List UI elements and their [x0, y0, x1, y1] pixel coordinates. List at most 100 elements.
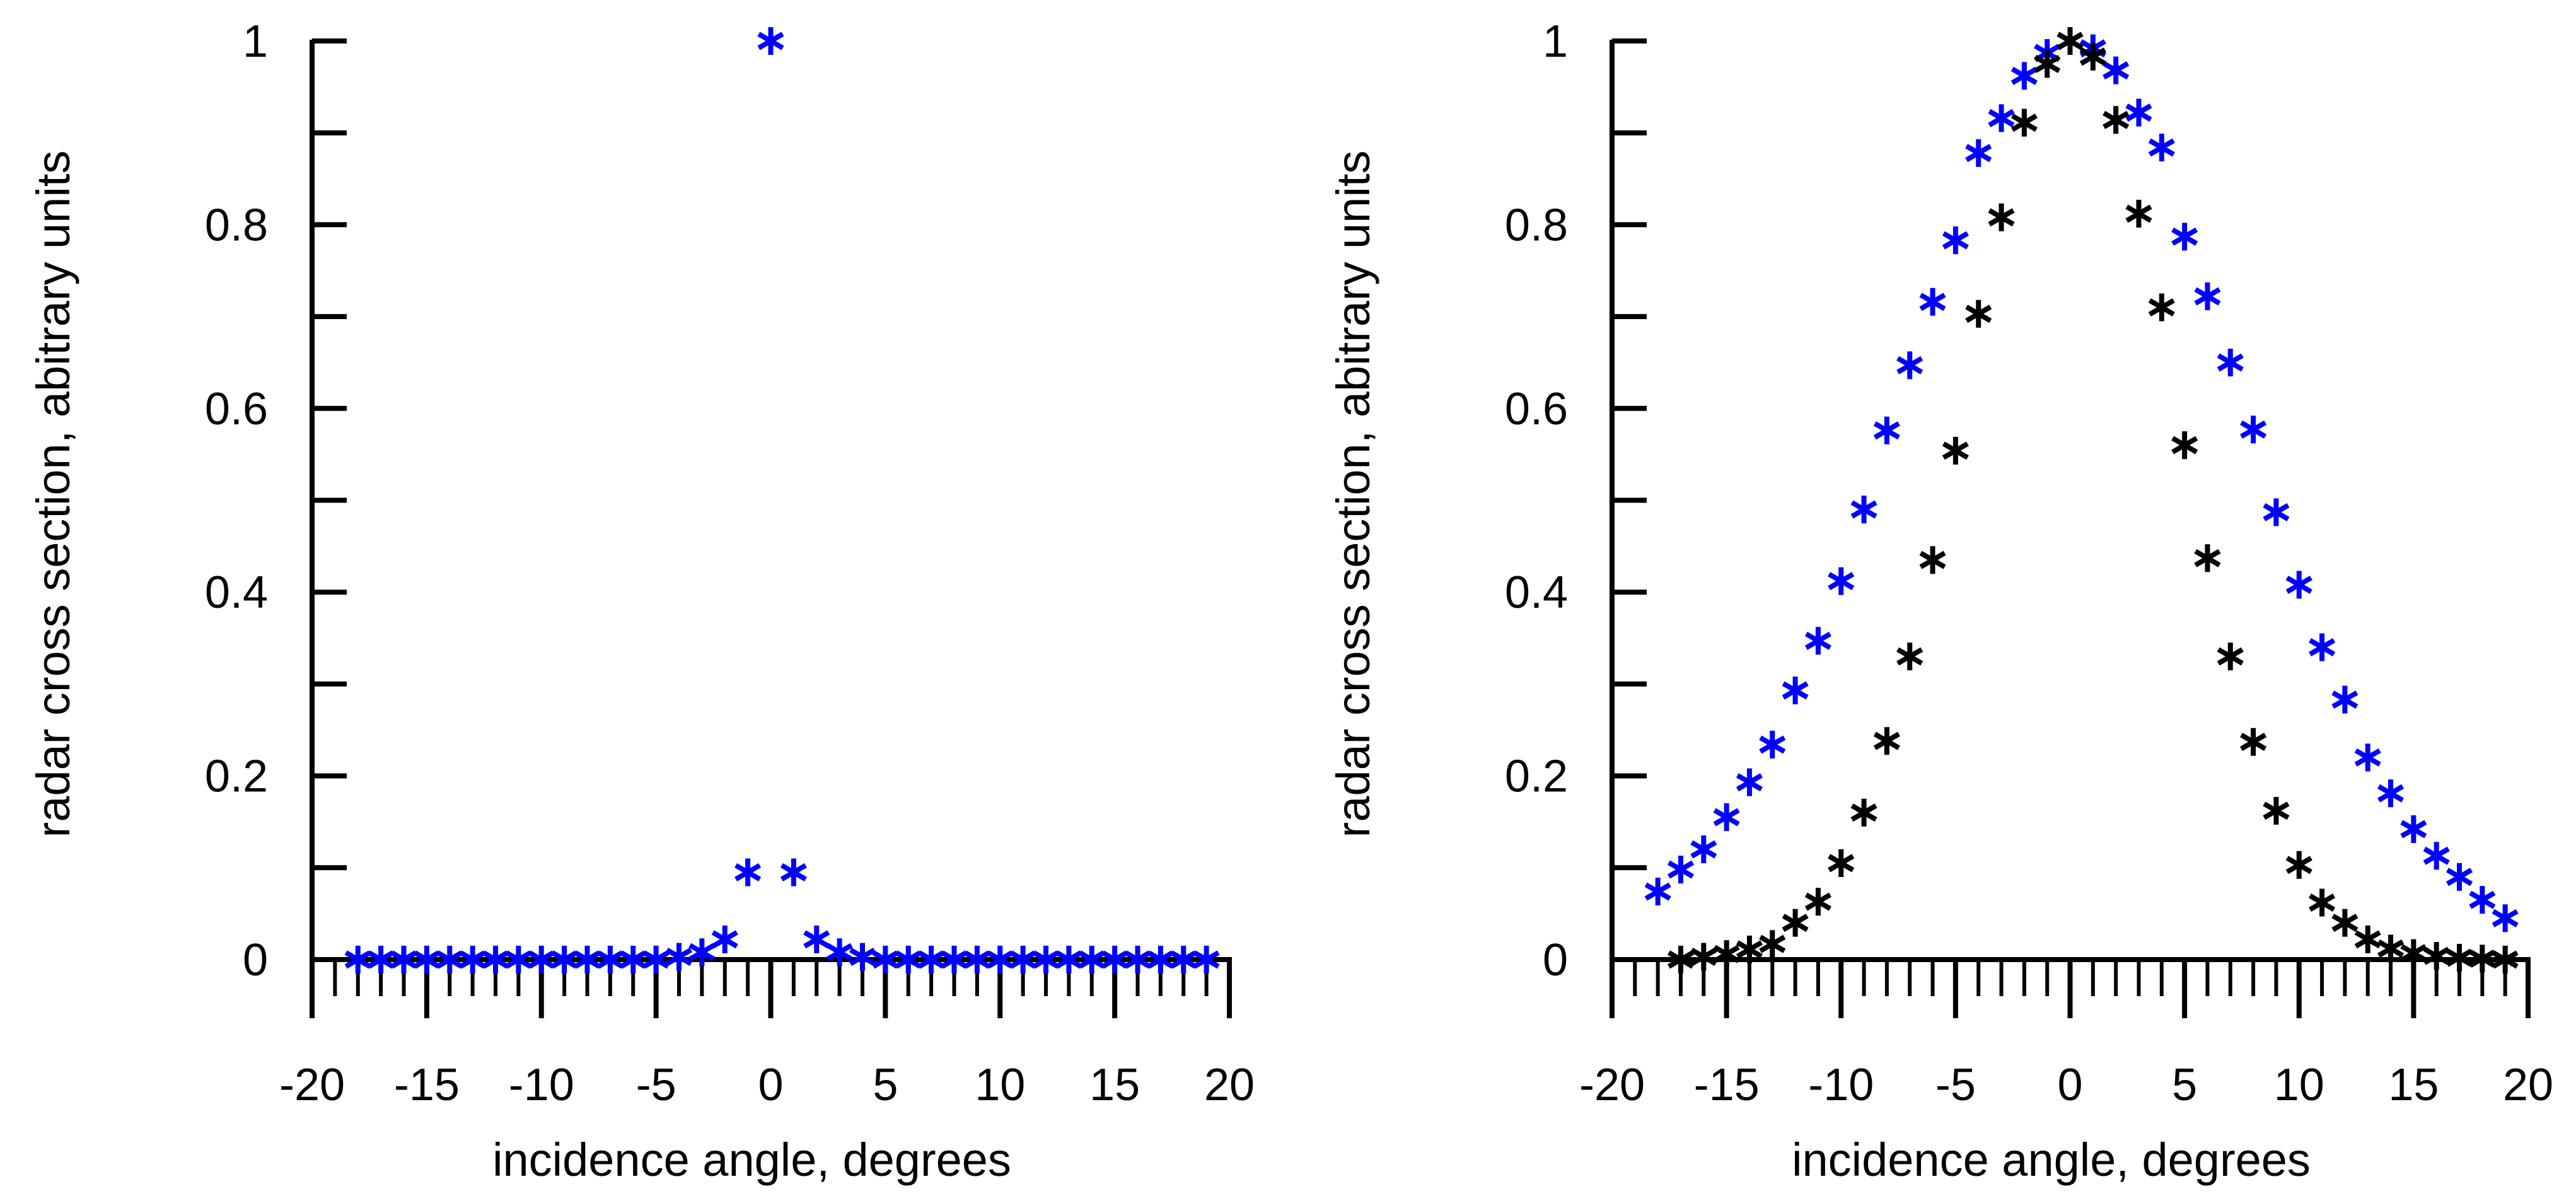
series-blue [1644, 27, 2519, 932]
data-point [2057, 27, 2084, 55]
data-point [2171, 223, 2198, 251]
x-axis-title: incidence angle, degrees [492, 1134, 1011, 1186]
data-point [2309, 633, 2336, 661]
y-tick-label: 0.2 [1505, 752, 1568, 802]
data-point [551, 946, 578, 973]
data-point [1919, 287, 1946, 316]
data-point [1124, 946, 1151, 973]
data-point [1988, 104, 2015, 132]
x-tick-label: -15 [1694, 1060, 1760, 1110]
y-tick-label: 0.8 [205, 200, 268, 250]
x-tick-label: 15 [1089, 1060, 1140, 1110]
data-point [482, 946, 509, 973]
data-point [1667, 856, 1695, 884]
x-tick-label: -20 [279, 1060, 345, 1110]
data-point [596, 946, 624, 973]
data-point [1690, 835, 1717, 864]
data-point [2331, 909, 2358, 937]
y-axis-title: radar cross section, abitrary units [1327, 151, 1379, 838]
data-point [1759, 731, 1786, 759]
y-tick-label: 0.8 [1505, 200, 1568, 250]
data-point [2445, 862, 2473, 891]
data-point [2103, 56, 2130, 84]
data-point [1009, 946, 1036, 973]
x-tick-label: -10 [509, 1060, 574, 1110]
data-point [2034, 50, 2061, 78]
data-point [2125, 98, 2152, 127]
data-point [688, 938, 716, 967]
data-point [2103, 106, 2130, 134]
x-tick-label: 15 [2388, 1060, 2439, 1110]
data-point [1690, 943, 1717, 971]
data-point [1988, 203, 2015, 231]
data-point [1965, 139, 1992, 167]
data-point [757, 27, 784, 55]
data-point [918, 946, 945, 973]
x-tick-label: -10 [1808, 1060, 1874, 1110]
data-point [941, 946, 968, 973]
data-point [1965, 299, 1992, 328]
x-tick-label: 20 [2503, 1060, 2553, 1110]
data-point [2377, 779, 2405, 808]
x-tick-label: -15 [394, 1060, 460, 1110]
x-tick-label: 0 [2057, 1060, 2082, 1110]
right-chart: 0 0.2 0.4 0.6 0.8 1 -20 -15 -10 -5 0 5 10 15 20 inciden… [1327, 16, 2553, 1186]
data-point [2240, 415, 2267, 444]
data-point [1896, 642, 1923, 671]
data-point [528, 946, 555, 973]
x-tick-label: -5 [636, 1060, 676, 1110]
data-point [1942, 436, 1969, 465]
x-tick-label: 10 [975, 1060, 1025, 1110]
data-point [2492, 946, 2519, 973]
x-tick-label: 5 [873, 1060, 898, 1110]
data-point [711, 925, 738, 953]
series-blue [344, 27, 1220, 973]
data-point [1713, 940, 1740, 968]
data-point [2125, 199, 2152, 228]
data-point [2194, 282, 2221, 311]
data-point [1804, 888, 1831, 916]
x-tick-label: -5 [1935, 1060, 1976, 1110]
data-point [826, 938, 853, 967]
data-point [780, 858, 807, 886]
x-tick-label: 10 [2274, 1060, 2324, 1110]
data-point [1828, 849, 1855, 878]
data-point [849, 943, 876, 971]
data-point [1873, 416, 1900, 444]
data-point [413, 946, 440, 973]
data-point [895, 946, 922, 973]
data-point [1782, 676, 1809, 705]
data-point [2309, 888, 2336, 917]
data-point [2377, 934, 2405, 963]
y-tick-label: 1 [243, 16, 268, 67]
y-tick-label: 0.4 [205, 567, 268, 618]
data-point [459, 946, 486, 973]
data-point [734, 858, 762, 886]
data-point [1032, 946, 1060, 973]
data-point [2331, 685, 2358, 714]
data-point [872, 946, 899, 973]
data-point [2240, 728, 2267, 756]
data-point [1850, 496, 1877, 524]
data-point [2263, 796, 2290, 825]
x-tick-label: 0 [758, 1060, 783, 1110]
data-point [620, 946, 647, 973]
data-point [2010, 62, 2038, 90]
data-point [963, 946, 990, 973]
data-point [1736, 935, 1763, 963]
data-point [2400, 815, 2427, 844]
data-point [390, 946, 417, 973]
data-point [2010, 108, 2038, 137]
data-point [1942, 226, 1969, 255]
data-point [368, 946, 395, 973]
data-point [1078, 946, 1105, 973]
data-point [987, 946, 1014, 973]
data-point [574, 946, 601, 973]
data-point [2469, 944, 2496, 973]
data-point [1055, 946, 1082, 973]
data-point [1896, 351, 1923, 380]
data-point [665, 943, 693, 971]
data-point [1804, 627, 1831, 655]
data-point [2400, 939, 2427, 967]
y-tick-label: 1 [1543, 16, 1568, 67]
